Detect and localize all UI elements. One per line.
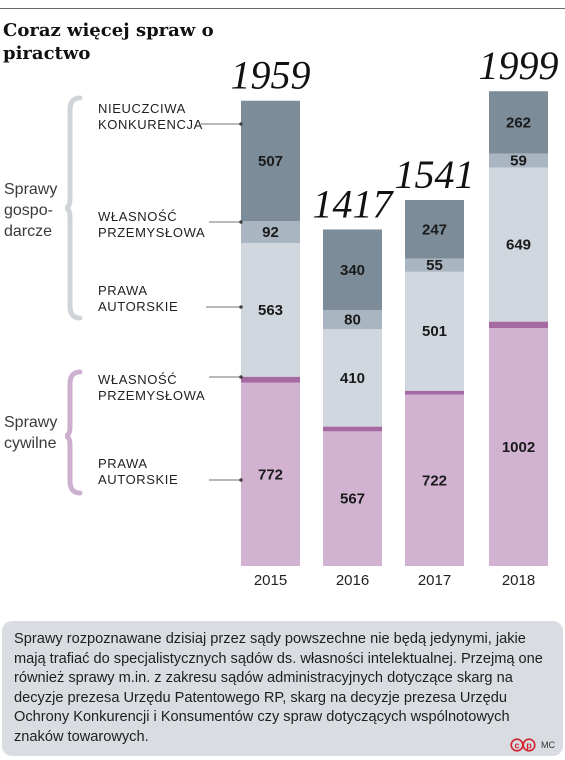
value-label: 340: [340, 262, 365, 279]
value-label: 563: [258, 302, 283, 319]
value-label: 80: [344, 312, 361, 329]
svg-text:p: p: [526, 740, 532, 750]
value-label: 262: [506, 114, 531, 131]
bar-segment-wlasnosc_gosp-2018: [489, 153, 548, 168]
bar-segment-nieuczciwa-2018: [489, 91, 548, 154]
bar-segment-nieuczciwa-2017: [405, 200, 464, 259]
segment-type-label: WŁASNOŚĆ PRZEMYSŁOWA: [98, 209, 205, 240]
group-brackets: [64, 95, 83, 496]
value-label: 1002: [502, 439, 535, 456]
value-label: 247: [422, 221, 447, 238]
segment-type-label: PRAWA AUTORSKIE: [98, 283, 178, 314]
bar-segment-autorskie_cyw-2016: [323, 431, 382, 566]
total-label: 1999: [479, 43, 559, 88]
year-label: 2016: [336, 572, 369, 589]
author-credit: MC: [541, 740, 555, 750]
bar-segment-autorskie_gosp-2015: [241, 243, 300, 377]
total-label: 1417: [313, 181, 395, 226]
value-label: 567: [340, 491, 365, 508]
total-label: 1541: [395, 152, 475, 197]
bar-segment-wlasnosc_gosp-2017: [405, 258, 464, 272]
segment-type-label: WŁASNOŚĆ PRZEMYSŁOWA: [98, 372, 205, 403]
bar-segment-autorskie_cyw-2017: [405, 394, 464, 566]
leader-lines: [201, 122, 243, 482]
value-label: 722: [422, 472, 447, 489]
leader-dot: [239, 375, 243, 379]
year-label: 2017: [418, 572, 451, 589]
bar-segment-nieuczciwa-2016: [323, 229, 382, 311]
bar-segment-wlasnosc_gosp-2015: [241, 221, 300, 243]
leader-dot: [239, 122, 243, 126]
segment-type-labels: NIEUCZCIWA KONKURENCJA WŁASNOŚĆ PRZEMYSŁOWA…: [98, 101, 205, 487]
bar-segment-autorskie_cyw-2018: [489, 328, 548, 566]
publisher-logo-icon: c p: [510, 738, 536, 752]
bar-segment-wlasnosc_cyw-2018: [489, 321, 548, 329]
bar-segment-wlasnosc_gosp-2016: [323, 310, 382, 330]
value-label: 772: [258, 466, 283, 483]
bar-segment-wlasnosc_cyw-2015: [241, 376, 300, 383]
value-label: 55: [426, 257, 443, 274]
bar-segment-autorskie_cyw-2015: [241, 382, 300, 566]
group-label: Sprawy cywilne: [4, 414, 57, 452]
segment-type-label: PRAWA AUTORSKIE: [98, 456, 178, 487]
bar-segment-autorskie_gosp-2018: [489, 167, 548, 322]
value-label: 410: [340, 370, 365, 387]
value-label: 92: [262, 224, 279, 241]
svg-text:c: c: [514, 740, 519, 750]
value-label: 649: [506, 237, 531, 254]
value-label: 59: [510, 152, 527, 169]
bar-segment-autorskie_gosp-2017: [405, 271, 464, 391]
bracket-gospodarcze: [64, 95, 83, 321]
total-label: 1959: [231, 53, 311, 98]
stacked-bar-chart: Sprawy gospo-darcze Sprawy cywilne NIEUCZCI…: [4, 43, 559, 589]
bar-segment-wlasnosc_cyw-2016: [323, 426, 382, 432]
bars: 7722556392507195920155672041080340141720…: [231, 43, 559, 589]
bracket-cywilne: [64, 369, 83, 496]
chart-title: Coraz więcej spraw o piractwo: [3, 20, 214, 64]
note-text: Sprawy rozpoznawane dzisiaj przez sądy p…: [14, 631, 543, 745]
value-label: 507: [258, 153, 283, 170]
leader-dot: [239, 220, 243, 224]
top-rule: [0, 8, 565, 9]
segment-type-label: NIEUCZCIWA KONKURENCJA: [98, 101, 203, 132]
note-box: Sprawy rozpoznawane dzisiaj przez sądy p…: [2, 621, 563, 756]
group-label: Sprawy gospo-darcze: [4, 181, 57, 240]
bar-segment-wlasnosc_cyw-2017: [405, 390, 464, 395]
value-label: 501: [422, 323, 447, 340]
year-label: 2018: [502, 572, 535, 589]
leader-dot: [239, 305, 243, 309]
bar-segment-autorskie_gosp-2016: [323, 329, 382, 427]
group-labels: Sprawy gospo-darcze Sprawy cywilne: [4, 181, 57, 452]
year-label: 2015: [254, 572, 287, 589]
leader-dot: [239, 478, 243, 482]
bar-segment-nieuczciwa-2015: [241, 100, 300, 222]
